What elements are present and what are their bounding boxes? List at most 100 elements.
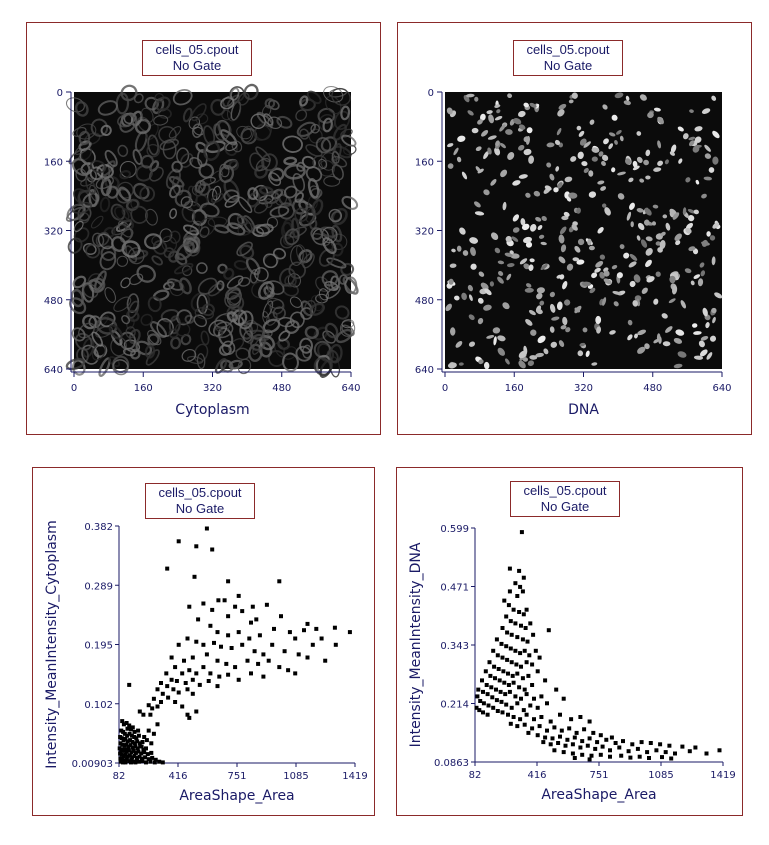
nucleus	[468, 294, 473, 302]
nucleus	[494, 115, 503, 121]
data-point	[173, 665, 178, 670]
data-point	[485, 692, 490, 697]
cell-outline	[299, 337, 314, 354]
data-point	[132, 754, 137, 758]
cell-outline	[169, 280, 185, 297]
nucleus	[571, 92, 578, 99]
nucleus	[474, 211, 485, 216]
cell-outline	[111, 236, 127, 252]
x-tick-label: 416	[527, 770, 546, 781]
data-point	[140, 759, 145, 764]
cell-outline	[145, 349, 160, 366]
cell-outline	[119, 170, 132, 180]
dna-scatter-plot[interactable]: 82 416 751 1085 1419 0.0863 0.214 0.343 0.471 0.5…	[397, 468, 742, 815]
data-point	[628, 755, 633, 760]
y-tick-label: 640	[44, 365, 63, 376]
cell-outline	[88, 189, 98, 208]
data-point	[129, 727, 133, 732]
nucleus	[480, 282, 489, 290]
data-point	[578, 715, 583, 719]
data-point	[598, 752, 603, 757]
nucleus	[519, 124, 526, 130]
data-point	[508, 646, 513, 651]
nucleus	[466, 93, 475, 98]
cell-outline	[140, 154, 155, 169]
data-point	[613, 741, 618, 745]
gate-label-box[interactable]: cells_05.cpout No Gate	[513, 40, 623, 76]
data-point	[144, 738, 149, 743]
data-point	[563, 743, 568, 748]
nucleus	[560, 244, 567, 253]
data-point	[121, 722, 126, 727]
data-point	[208, 671, 213, 676]
data-point	[204, 652, 209, 657]
cell-outline	[267, 297, 284, 309]
nucleus	[645, 248, 653, 256]
cell-outline	[97, 100, 119, 116]
cell-outline	[126, 309, 140, 322]
nucleus	[699, 349, 708, 357]
nucleus	[639, 178, 645, 183]
data-point	[526, 673, 531, 678]
cell-outline	[95, 231, 110, 247]
data-point	[513, 694, 518, 699]
cell-outline	[216, 280, 225, 291]
gate-label-box[interactable]: cells_05.cpout No Gate	[145, 483, 255, 519]
data-point	[580, 739, 585, 744]
data-point	[212, 640, 216, 645]
nucleus	[453, 147, 459, 156]
cytoplasm-scatter-plot[interactable]: 82 416 751 1085 1419 0.00903 0.102 0.195 0.289 0.…	[33, 468, 374, 815]
data-point	[160, 760, 165, 765]
cell-outline	[141, 107, 154, 123]
cell-outline	[144, 344, 156, 359]
data-point	[165, 566, 170, 571]
data-point	[539, 715, 544, 719]
cell-outline	[331, 224, 343, 243]
data-point	[518, 717, 523, 722]
cell-outline	[190, 103, 207, 122]
data-point	[511, 680, 516, 685]
data-point	[673, 751, 677, 756]
data-point	[144, 746, 148, 751]
nucleus	[672, 212, 680, 220]
cytoplasm-image-plot[interactable]: 0 160 320 480 640 0 160 320 480 640 Cytoplasm	[27, 23, 380, 434]
gate-label-box[interactable]: cells_05.cpout No Gate	[510, 481, 620, 517]
nucleus	[461, 171, 468, 180]
data-point	[595, 740, 600, 745]
nucleus	[513, 118, 522, 125]
data-point	[578, 745, 583, 750]
x-tick-label: 320	[203, 383, 222, 394]
cell-outline	[261, 153, 278, 172]
data-point	[120, 760, 125, 765]
cell-outline	[74, 101, 89, 117]
cell-outline	[121, 240, 141, 258]
nucleus	[579, 342, 586, 347]
nucleus	[644, 343, 650, 350]
gate-label-box[interactable]: cells_05.cpout No Gate	[142, 40, 252, 76]
data-point	[129, 757, 134, 762]
nucleus	[451, 248, 456, 253]
cell-outline	[313, 357, 332, 376]
x-tick-label: 160	[505, 383, 524, 394]
nucleus	[588, 245, 595, 251]
nucleus	[526, 135, 530, 145]
cell-outline	[71, 327, 86, 342]
file-name: cells_05.cpout	[523, 483, 607, 498]
nucleus	[609, 330, 616, 335]
cell-outline	[237, 222, 254, 236]
nucleus	[637, 329, 647, 336]
data-point	[519, 530, 524, 535]
dna-image-plot[interactable]: 0 160 320 480 640 0 160 320 480 640 DNA	[398, 23, 751, 434]
data-point	[530, 662, 535, 667]
nucleus	[657, 247, 663, 253]
cell-outline	[133, 93, 144, 104]
nucleus	[526, 127, 533, 134]
x-axis-label: AreaShape_Area	[541, 787, 656, 803]
data-point	[210, 547, 215, 552]
data-point	[587, 719, 592, 724]
cell-outline	[267, 116, 283, 130]
data-point	[122, 731, 127, 736]
data-point	[495, 653, 500, 658]
cell-outline	[125, 326, 136, 339]
cell-outline	[179, 277, 192, 295]
